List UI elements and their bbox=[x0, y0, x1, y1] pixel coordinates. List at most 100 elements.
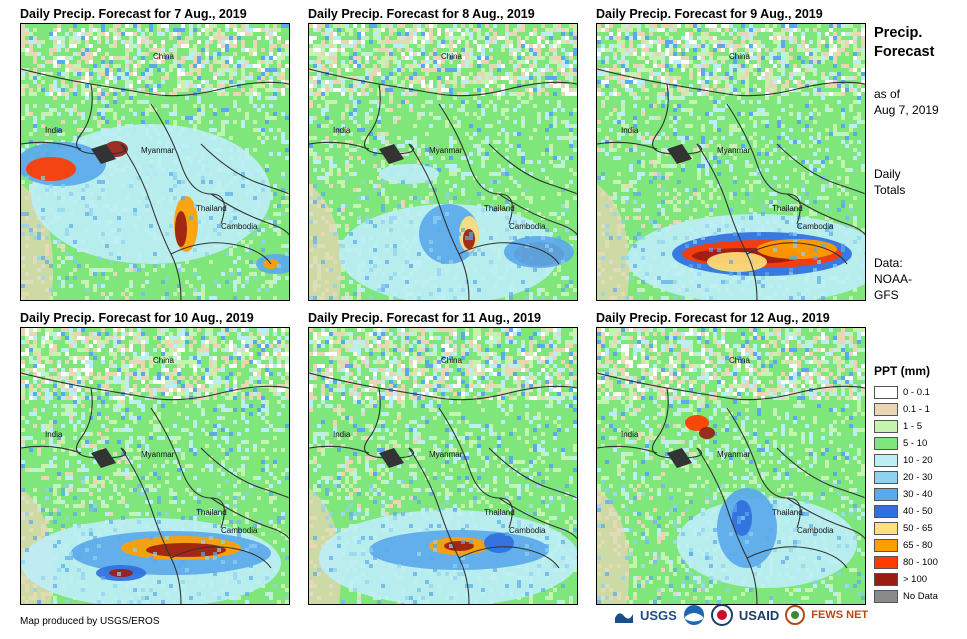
legend: 0 - 0.1 0.1 - 1 1 - 5 5 - 10 10 - 20 20 - 30 3… bbox=[874, 384, 938, 605]
place-label-cambodia: Cambodia bbox=[509, 526, 546, 535]
legend-item: 10 - 20 bbox=[874, 452, 938, 469]
as-of-date: as of Aug 7, 2019 bbox=[874, 86, 939, 118]
legend-swatch bbox=[874, 488, 898, 501]
legend-item: > 100 bbox=[874, 571, 938, 588]
legend-swatch bbox=[874, 590, 898, 603]
legend-label: 10 - 20 bbox=[903, 455, 933, 466]
side-title-line2: Forecast bbox=[874, 44, 935, 60]
legend-swatch bbox=[874, 437, 898, 450]
legend-item: 50 - 65 bbox=[874, 520, 938, 537]
legend-label: 80 - 100 bbox=[903, 557, 938, 568]
panel-title: Daily Precip. Forecast for 7 Aug., 2019 bbox=[20, 7, 247, 21]
legend-swatch bbox=[874, 471, 898, 484]
place-label-china: China bbox=[153, 52, 174, 61]
panel-title: Daily Precip. Forecast for 9 Aug., 2019 bbox=[596, 7, 823, 21]
fewsnet-logo: FEWS NET bbox=[811, 609, 869, 621]
data-source: Data: NOAA- GFS bbox=[874, 255, 912, 303]
side-title-line1: Precip. bbox=[874, 25, 923, 41]
place-label-thailand: Thailand bbox=[484, 508, 515, 517]
fewsnet-seal-icon bbox=[785, 605, 806, 625]
legend-label: No Data bbox=[903, 591, 938, 602]
usgs-logo: USGS bbox=[640, 607, 677, 623]
legend-label: 5 - 10 bbox=[903, 438, 928, 449]
as-of-value: Aug 7, 2019 bbox=[874, 103, 939, 117]
place-label-cambodia: Cambodia bbox=[221, 222, 258, 231]
legend-swatch bbox=[874, 573, 898, 586]
place-label-china: China bbox=[729, 52, 750, 61]
place-label-cambodia: Cambodia bbox=[221, 526, 258, 535]
legend-label: 40 - 50 bbox=[903, 506, 933, 517]
place-label-china: China bbox=[153, 356, 174, 365]
place-label-myanmar: Myanmar bbox=[717, 450, 751, 459]
forecast-map-6: China India Myanmar Thailand Cambodia bbox=[596, 327, 866, 605]
place-label-thailand: Thailand bbox=[484, 204, 515, 213]
usgs-logo-icon bbox=[615, 613, 633, 623]
usaid-logo: USAID bbox=[738, 607, 780, 623]
legend-item: 20 - 30 bbox=[874, 469, 938, 486]
forecast-map-2: China India Myanmar Thailand Cambodia bbox=[308, 23, 578, 301]
place-label-cambodia: Cambodia bbox=[797, 222, 834, 231]
legend-item: 1 - 5 bbox=[874, 418, 938, 435]
totals-note: Daily Totals bbox=[874, 166, 905, 198]
legend-label: 0.1 - 1 bbox=[903, 404, 930, 415]
place-label-myanmar: Myanmar bbox=[429, 146, 463, 155]
legend-label: 20 - 30 bbox=[903, 472, 933, 483]
place-label-china: China bbox=[441, 52, 462, 61]
place-label-thailand: Thailand bbox=[196, 508, 227, 517]
panel-title: Daily Precip. Forecast for 12 Aug., 2019 bbox=[596, 311, 830, 325]
place-label-thailand: Thailand bbox=[772, 508, 803, 517]
logo-bar: USGS USAID FEWS NET bbox=[614, 604, 868, 626]
place-label-thailand: Thailand bbox=[772, 204, 803, 213]
legend-swatch bbox=[874, 556, 898, 569]
place-label-cambodia: Cambodia bbox=[509, 222, 546, 231]
legend-title: PPT (mm) bbox=[874, 364, 931, 378]
place-label-india: India bbox=[621, 430, 639, 439]
legend-swatch bbox=[874, 386, 898, 399]
legend-swatch bbox=[874, 505, 898, 518]
panel-title: Daily Precip. Forecast for 10 Aug., 2019 bbox=[20, 311, 254, 325]
legend-item: 65 - 80 bbox=[874, 537, 938, 554]
forecast-map-5: China India Myanmar Thailand Cambodia bbox=[308, 327, 578, 605]
legend-label: 50 - 65 bbox=[903, 523, 933, 534]
forecast-map-3: China India Myanmar Thailand Cambodia bbox=[596, 23, 866, 301]
place-label-india: India bbox=[333, 430, 351, 439]
legend-label: 65 - 80 bbox=[903, 540, 933, 551]
forecast-map-4: China India Myanmar Thailand Cambodia bbox=[20, 327, 290, 605]
place-label-myanmar: Myanmar bbox=[717, 146, 751, 155]
as-of-label: as of bbox=[874, 87, 901, 101]
usaid-seal-icon bbox=[710, 604, 733, 626]
credit-text: Map produced by USGS/EROS bbox=[20, 616, 160, 627]
place-label-india: India bbox=[45, 430, 63, 439]
place-label-india: India bbox=[45, 126, 63, 135]
panel-title: Daily Precip. Forecast for 8 Aug., 2019 bbox=[308, 7, 535, 21]
place-label-china: China bbox=[729, 356, 750, 365]
totals-line1: Daily bbox=[874, 167, 901, 181]
noaa-logo-icon bbox=[683, 605, 704, 625]
legend-item: No Data bbox=[874, 588, 938, 605]
legend-swatch bbox=[874, 522, 898, 535]
place-label-myanmar: Myanmar bbox=[429, 450, 463, 459]
legend-item: 80 - 100 bbox=[874, 554, 938, 571]
legend-label: 0 - 0.1 bbox=[903, 387, 930, 398]
forecast-map-1: China India Myanmar Thailand Cambodia bbox=[20, 23, 290, 301]
source-line1: Data: bbox=[874, 256, 903, 270]
legend-item: 30 - 40 bbox=[874, 486, 938, 503]
panel-title: Daily Precip. Forecast for 11 Aug., 2019 bbox=[308, 311, 541, 325]
legend-item: 0 - 0.1 bbox=[874, 384, 938, 401]
place-label-thailand: Thailand bbox=[196, 204, 227, 213]
place-label-india: India bbox=[333, 126, 351, 135]
legend-swatch bbox=[874, 420, 898, 433]
source-line2: NOAA- bbox=[874, 272, 913, 286]
legend-swatch bbox=[874, 403, 898, 416]
place-label-cambodia: Cambodia bbox=[797, 526, 834, 535]
legend-item: 0.1 - 1 bbox=[874, 401, 938, 418]
place-label-myanmar: Myanmar bbox=[141, 450, 175, 459]
side-title: Precip. Forecast bbox=[874, 24, 934, 62]
legend-item: 40 - 50 bbox=[874, 503, 938, 520]
legend-swatch bbox=[874, 454, 898, 467]
source-line3: GFS bbox=[874, 288, 899, 302]
legend-label: 1 - 5 bbox=[903, 421, 923, 432]
place-label-india: India bbox=[621, 126, 639, 135]
totals-line2: Totals bbox=[874, 183, 906, 197]
legend-label: 30 - 40 bbox=[903, 489, 933, 500]
